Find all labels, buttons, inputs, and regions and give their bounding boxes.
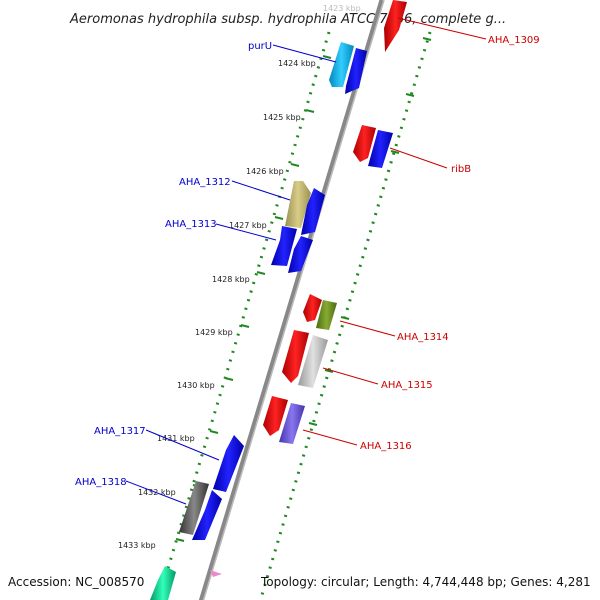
gene-aha-1312[interactable] <box>285 181 311 228</box>
gene-purU[interactable] <box>329 42 354 87</box>
gene-label-ribB[interactable]: ribB <box>451 164 471 175</box>
topology-summary: Topology: circular; Length: 4,744,448 bp… <box>260 575 591 589</box>
gene-reverse[interactable] <box>353 125 376 162</box>
tick-label: 1428 kbp <box>212 275 250 284</box>
tick-label: 1429 kbp <box>195 328 233 337</box>
label-leaders <box>125 17 487 505</box>
gene-label-aha-1316[interactable]: AHA_1316 <box>360 441 412 452</box>
genome-backbone <box>198 0 385 600</box>
gene-forward[interactable] <box>150 566 176 600</box>
gene-label-aha-1315[interactable]: AHA_1315 <box>381 380 433 391</box>
gene-forward[interactable] <box>301 188 325 235</box>
gene-aha-1316[interactable] <box>279 403 305 444</box>
pink-marker-icon <box>210 570 222 577</box>
gene-reverse[interactable] <box>263 396 288 436</box>
gene-reverse[interactable] <box>282 330 309 383</box>
gene-aha-1318[interactable] <box>179 481 209 535</box>
gene-aha-1309[interactable] <box>384 0 407 52</box>
gene-aha-1317[interactable] <box>213 435 244 492</box>
gene-forward[interactable] <box>192 490 222 540</box>
gene-label-aha-1318[interactable]: AHA_1318 <box>75 477 127 488</box>
kbp-labels: 1423 kbp 1424 kbp 1425 kbp 1426 kbp 1427… <box>118 4 361 550</box>
tick-label: 1427 kbp <box>229 221 267 230</box>
gene-label-aha-1317[interactable]: AHA_1317 <box>94 426 146 437</box>
gene-aha-1315[interactable] <box>298 335 328 388</box>
gene-label-aha-1313[interactable]: AHA_1313 <box>165 219 217 230</box>
gene-labels: purU AHA_1309 ribB AHA_1312 AHA_1313 AHA… <box>75 35 540 488</box>
gene-aha-1313[interactable] <box>271 226 297 266</box>
gene-ribB[interactable] <box>368 130 393 168</box>
gene-aha-1314[interactable] <box>316 300 337 330</box>
tick-label: 1430 kbp <box>177 381 215 390</box>
gene-label-purU[interactable]: purU <box>248 41 272 52</box>
tick-label: 1424 kbp <box>278 59 316 68</box>
gene-label-aha-1314[interactable]: AHA_1314 <box>397 332 449 343</box>
gene-forward[interactable] <box>288 236 313 273</box>
tick-label: 1431 kbp <box>157 434 195 443</box>
tick-marks <box>175 37 432 542</box>
genome-backbone-highlight <box>202 0 385 600</box>
tick-label: 1423 kbp <box>323 4 361 13</box>
gene-forward[interactable] <box>345 48 367 94</box>
tick-label: 1433 kbp <box>118 541 156 550</box>
tick-label: 1426 kbp <box>246 167 284 176</box>
gene-label-aha-1312[interactable]: AHA_1312 <box>179 177 231 188</box>
accession-text: Accession: NC_008570 <box>8 575 144 589</box>
tick-label: 1425 kbp <box>263 113 301 122</box>
map-title: Aeromonas hydrophila subsp. hydrophila A… <box>69 12 506 27</box>
gene-reverse[interactable] <box>303 294 322 322</box>
genes <box>150 0 407 600</box>
gene-label-aha-1309[interactable]: AHA_1309 <box>488 35 540 46</box>
